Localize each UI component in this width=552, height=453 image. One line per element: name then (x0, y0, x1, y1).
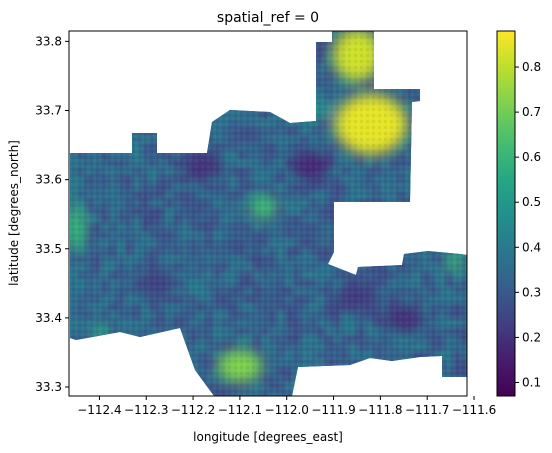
colorbar-tick-label: 0.3 (522, 285, 541, 299)
colorbar-tick-label: 0.7 (522, 105, 541, 119)
x-tick-label: −111.8 (358, 403, 402, 417)
y-axis: 33.3 33.4 33.5 33.6 33.7 33.8 (35, 34, 69, 394)
colorbar-tick-label: 0.1 (522, 375, 541, 389)
x-axis-label: longitude [degrees_east] (193, 430, 343, 444)
plot-frame (68, 30, 468, 397)
colorbar: 0.1 0.2 0.3 0.4 0.5 0.6 0.7 0.8 (496, 30, 541, 397)
chart-title: spatial_ref = 0 (217, 10, 319, 26)
plot-area (68, 30, 468, 397)
x-tick-label: −112.4 (77, 403, 121, 417)
x-axis: −112.4 −112.3 −112.2 −112.1 −112.0 −111.9 −111… (77, 396, 496, 417)
colorbar-gradient (497, 31, 515, 396)
colorbar-ticks: 0.1 0.2 0.3 0.4 0.5 0.6 0.7 0.8 (515, 60, 541, 389)
y-tick-label: 33.8 (35, 34, 62, 48)
y-tick-label: 33.6 (35, 173, 62, 187)
x-tick-label: −111.9 (311, 403, 355, 417)
colorbar-tick-label: 0.8 (522, 60, 541, 74)
y-tick-label: 33.4 (35, 311, 62, 325)
x-tick-label: −112.3 (124, 403, 168, 417)
x-tick-label: −112.0 (265, 403, 309, 417)
colorbar-tick-label: 0.2 (522, 330, 541, 344)
x-tick-label: −112.1 (218, 403, 262, 417)
colorbar-tick-label: 0.5 (522, 195, 541, 209)
x-tick-label: −112.2 (171, 403, 215, 417)
x-tick-label: −111.7 (405, 403, 449, 417)
y-tick-label: 33.5 (35, 242, 62, 256)
colorbar-frame (496, 30, 516, 397)
y-tick-label: 33.7 (35, 103, 62, 117)
colorbar-tick-label: 0.4 (522, 240, 541, 254)
x-tick-label: −111.6 (452, 403, 496, 417)
y-axis-label: latitude [degrees_north] (7, 140, 21, 286)
colorbar-tick-label: 0.6 (522, 150, 541, 164)
y-tick-label: 33.3 (35, 380, 62, 394)
